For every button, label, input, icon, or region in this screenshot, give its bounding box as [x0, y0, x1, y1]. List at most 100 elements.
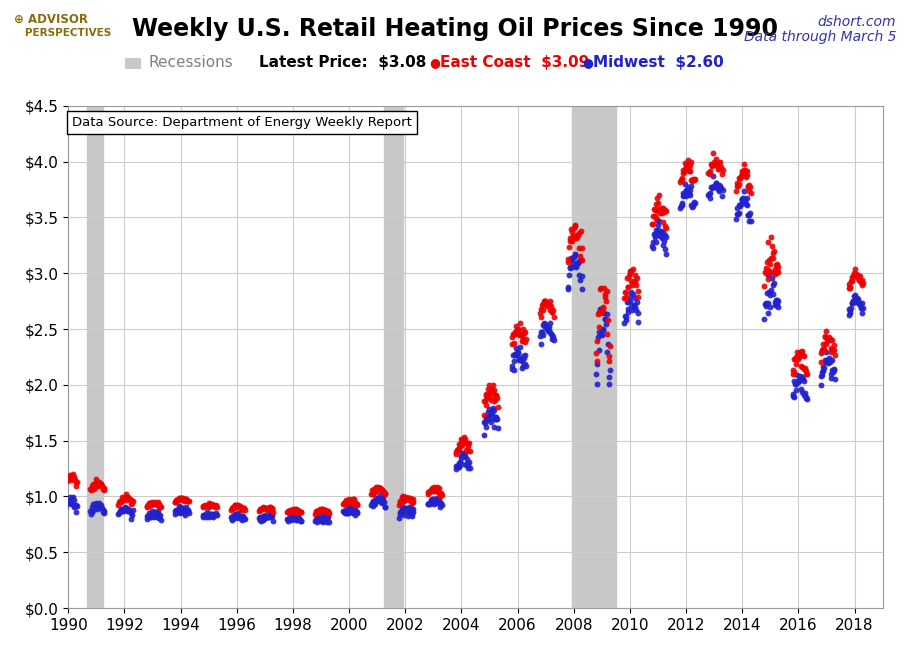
Point: [283, 512, 298, 523]
Point: [482, 410, 497, 421]
Point: [316, 516, 330, 527]
Point: [207, 500, 221, 511]
Point: [365, 498, 379, 508]
Point: [200, 510, 215, 520]
Point: [568, 220, 582, 231]
Point: [287, 513, 301, 524]
Point: [849, 296, 864, 307]
Point: [763, 266, 777, 277]
Point: [854, 303, 868, 313]
Point: [682, 190, 697, 200]
Point: [743, 208, 757, 219]
Point: [658, 205, 672, 215]
Point: [791, 377, 805, 387]
Point: [92, 501, 106, 512]
Point: [489, 412, 503, 422]
Point: [650, 214, 664, 225]
Point: [765, 248, 780, 258]
Point: [513, 354, 528, 365]
Point: [63, 492, 77, 502]
Point: [377, 487, 391, 498]
Point: [480, 407, 495, 418]
Point: [708, 182, 723, 192]
Point: [308, 514, 323, 524]
Point: [488, 414, 502, 424]
Point: [279, 514, 294, 524]
Point: [227, 502, 241, 513]
Point: [489, 390, 503, 401]
Point: [85, 507, 99, 518]
Point: [515, 330, 530, 341]
Point: [770, 258, 784, 269]
Point: [57, 475, 72, 486]
Point: [177, 495, 192, 506]
Point: [94, 500, 108, 510]
Point: [675, 165, 690, 175]
Point: [371, 492, 386, 503]
Point: [169, 494, 184, 505]
Point: [622, 268, 637, 278]
Point: [118, 488, 133, 499]
Point: [255, 504, 269, 515]
Point: [455, 447, 470, 458]
Point: [289, 511, 304, 522]
Point: [118, 503, 133, 514]
Point: [368, 496, 382, 507]
Point: [591, 309, 605, 319]
Point: [253, 514, 268, 525]
Point: [537, 296, 551, 307]
Point: [228, 502, 243, 512]
Point: [518, 327, 532, 337]
Point: [371, 481, 386, 492]
Point: [764, 253, 779, 263]
Point: [430, 492, 444, 503]
Point: [431, 486, 446, 497]
Point: [58, 477, 73, 487]
Point: [601, 315, 615, 325]
Point: [482, 414, 497, 424]
Point: [400, 493, 415, 504]
Point: [176, 504, 190, 515]
Point: [423, 486, 438, 496]
Point: [180, 496, 195, 506]
Point: [451, 461, 466, 472]
Point: [847, 292, 862, 303]
Point: [176, 494, 190, 505]
Point: [260, 512, 275, 522]
Point: [742, 210, 756, 220]
Point: [89, 477, 104, 488]
Point: [826, 365, 841, 375]
Point: [483, 385, 498, 396]
Point: [459, 459, 473, 470]
Point: [176, 493, 190, 504]
Point: [311, 514, 326, 524]
Point: [650, 193, 664, 204]
Point: [430, 482, 444, 492]
Point: [512, 354, 527, 365]
Point: [511, 325, 525, 336]
Point: [238, 502, 252, 513]
Point: [854, 307, 869, 318]
Point: [681, 182, 695, 192]
Point: [432, 489, 447, 500]
Point: [59, 475, 74, 485]
Point: [345, 497, 359, 508]
Point: [685, 202, 700, 212]
Point: [623, 287, 638, 297]
Point: [790, 369, 804, 380]
Point: [403, 503, 418, 514]
Point: [656, 240, 671, 251]
Point: [312, 514, 327, 524]
Point: [67, 475, 82, 486]
Point: [569, 232, 583, 243]
Point: [345, 507, 359, 518]
Point: [461, 438, 476, 449]
Point: [712, 157, 726, 168]
Point: [677, 167, 692, 177]
Point: [761, 297, 775, 308]
Point: [462, 463, 477, 473]
Point: [205, 499, 219, 510]
Point: [565, 254, 580, 264]
Point: [794, 362, 809, 373]
Point: [230, 508, 245, 518]
